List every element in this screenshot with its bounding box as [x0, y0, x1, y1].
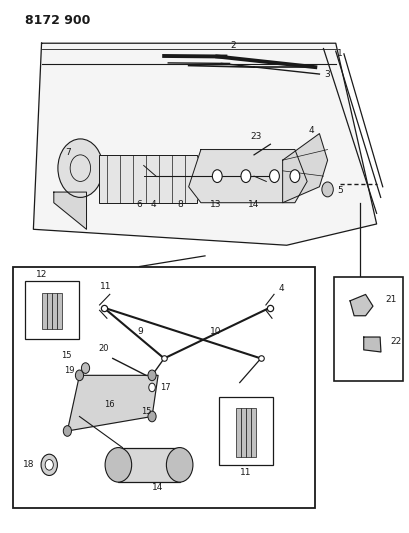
Circle shape: [321, 182, 333, 197]
Text: 18: 18: [23, 461, 35, 470]
Text: 8172 900: 8172 900: [25, 14, 90, 27]
Text: 14: 14: [152, 483, 163, 492]
Text: 12: 12: [36, 270, 47, 279]
Text: 5: 5: [336, 186, 342, 195]
Text: 4: 4: [151, 200, 156, 209]
Text: 15: 15: [140, 407, 151, 416]
Bar: [118, 448, 179, 482]
Bar: [333, 277, 402, 381]
Circle shape: [212, 169, 222, 182]
Polygon shape: [349, 294, 372, 316]
Polygon shape: [188, 150, 306, 203]
Text: 11: 11: [239, 468, 251, 477]
Circle shape: [289, 169, 299, 182]
Polygon shape: [33, 43, 376, 245]
Circle shape: [148, 411, 156, 422]
Bar: [47, 293, 52, 329]
Text: 20: 20: [98, 344, 109, 353]
Text: 13: 13: [209, 200, 221, 209]
Polygon shape: [54, 192, 86, 229]
Circle shape: [148, 383, 155, 392]
Text: 19: 19: [63, 366, 74, 375]
Circle shape: [63, 426, 71, 437]
Bar: [245, 408, 250, 457]
Bar: [57, 293, 62, 329]
Bar: [13, 266, 315, 508]
Circle shape: [105, 448, 131, 482]
Polygon shape: [363, 337, 380, 352]
Text: 23: 23: [250, 132, 261, 141]
Circle shape: [58, 139, 103, 197]
Text: 11: 11: [100, 281, 111, 290]
Circle shape: [148, 370, 156, 381]
Bar: [25, 281, 79, 339]
Text: 8: 8: [177, 200, 183, 209]
Text: 3: 3: [324, 70, 330, 78]
Text: 9: 9: [137, 327, 142, 336]
Text: 7: 7: [65, 148, 71, 157]
Text: 15: 15: [61, 351, 71, 360]
Text: 6: 6: [137, 200, 142, 209]
Circle shape: [166, 448, 193, 482]
Bar: [236, 408, 240, 457]
Bar: [43, 293, 47, 329]
Bar: [240, 408, 245, 457]
Circle shape: [240, 169, 250, 182]
Circle shape: [75, 370, 83, 381]
Polygon shape: [67, 375, 158, 431]
Text: 4: 4: [277, 284, 283, 293]
Circle shape: [81, 363, 90, 374]
Polygon shape: [282, 134, 327, 203]
Bar: [52, 293, 57, 329]
Text: 1: 1: [336, 50, 342, 58]
Text: 22: 22: [390, 337, 401, 346]
Bar: [99, 155, 196, 203]
Bar: [250, 408, 255, 457]
Text: 14: 14: [248, 200, 259, 209]
Text: 16: 16: [104, 400, 115, 409]
Circle shape: [269, 169, 279, 182]
Text: 21: 21: [385, 295, 396, 304]
Text: 10: 10: [209, 327, 221, 336]
Text: 2: 2: [230, 42, 236, 51]
Bar: [218, 397, 272, 465]
Circle shape: [41, 454, 57, 475]
Circle shape: [45, 459, 53, 470]
Text: 4: 4: [308, 126, 313, 135]
Text: 17: 17: [160, 383, 171, 392]
